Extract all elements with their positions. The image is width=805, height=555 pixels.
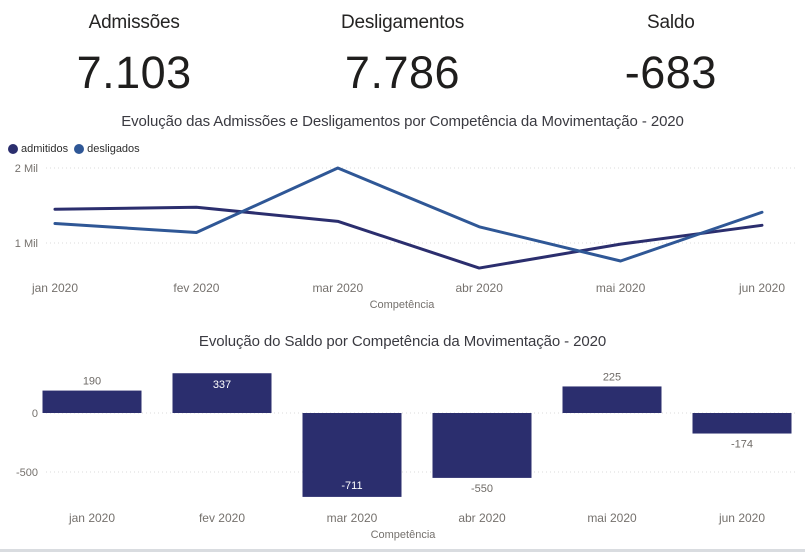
bar-fev-2020[interactable]	[172, 373, 272, 413]
kpi-card-saldo[interactable]: Saldo -683	[537, 4, 805, 104]
bar-data-label: 337	[213, 379, 231, 391]
y-tick-label: 1 Mil	[15, 238, 38, 250]
legend-item-admitidos[interactable]: admitidos	[8, 143, 68, 155]
y-tick-label: -500	[16, 467, 38, 479]
bar-data-label: 225	[603, 371, 621, 383]
x-tick-label: mai 2020	[587, 511, 637, 525]
x-tick-label: mai 2020	[596, 281, 646, 295]
kpi-value-saldo: -683	[624, 47, 717, 98]
x-tick-label: mar 2020	[327, 511, 378, 525]
bar-data-label: -711	[341, 480, 362, 492]
kpi-label-saldo: Saldo	[647, 12, 695, 33]
y-tick-label: 0	[32, 408, 38, 420]
x-tick-label: jan 2020	[31, 281, 78, 295]
legend-dot-desligados-icon	[74, 144, 85, 154]
x-tick-label: abr 2020	[456, 281, 504, 295]
legend-label-desligados: desligados	[87, 143, 140, 155]
bar-chart[interactable]: 0 -500 190 337 -711 -550 225 -174 jan 2020 fev 20…	[0, 355, 805, 549]
x-tick-label: fev 2020	[173, 281, 219, 295]
x-tick-label: fev 2020	[199, 511, 245, 525]
kpi-label-desligamentos: Desligamentos	[340, 12, 465, 33]
bar-data-label: -174	[731, 439, 753, 451]
x-axis-title: Competência	[370, 299, 436, 311]
x-tick-label: abr 2020	[458, 511, 506, 525]
bar-chart-title: Evolução do Saldo por Competência da Mov…	[198, 333, 607, 350]
legend-item-desligados[interactable]: desligados	[74, 143, 140, 155]
kpi-row: Admissões 7.103 Desligamentos 7.786 Sald…	[0, 4, 805, 104]
bar-jun-2020[interactable]	[692, 413, 792, 434]
x-tick-label: jun 2020	[718, 511, 765, 525]
bar-mai-2020[interactable]	[562, 386, 662, 413]
y-tick-label: 2 Mil	[15, 163, 38, 175]
kpi-label-admissoes: Admissões	[88, 12, 180, 33]
kpi-value-admissoes: 7.103	[76, 47, 192, 98]
x-axis-title: Competência	[371, 529, 437, 541]
page-bottom-strip	[0, 549, 805, 552]
line-chart-title: Evolução das Admissões e Desligamentos p…	[121, 113, 684, 130]
legend-dot-admitidos-icon	[8, 144, 18, 154]
bar-data-label: -550	[471, 483, 493, 495]
kpi-card-admissoes[interactable]: Admissões 7.103	[0, 4, 268, 104]
line-series-desligados[interactable]	[53, 166, 764, 263]
bar-abr-2020[interactable]	[432, 413, 532, 478]
x-tick-label: jun 2020	[738, 281, 785, 295]
line-chart-legend: admitidos desligados	[8, 142, 140, 156]
kpi-value-desligamentos: 7.786	[344, 47, 461, 98]
x-tick-label: mar 2020	[312, 281, 363, 295]
bar-jan-2020[interactable]	[42, 390, 142, 413]
line-chart[interactable]: 1 Mil 2 Mil jan 2020 fev 2020 mar 2020 abr 20…	[0, 155, 805, 315]
x-tick-label: jan 2020	[68, 511, 115, 525]
bar-mar-2020[interactable]	[302, 413, 402, 497]
line-series-admitidos[interactable]	[53, 205, 764, 270]
legend-label-admitidos: admitidos	[21, 143, 69, 155]
kpi-card-desligamentos[interactable]: Desligamentos 7.786	[268, 4, 536, 104]
bar-data-label: 190	[83, 376, 101, 388]
